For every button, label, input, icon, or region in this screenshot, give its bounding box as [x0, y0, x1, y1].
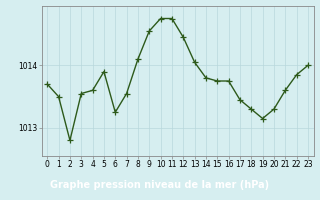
Text: Graphe pression niveau de la mer (hPa): Graphe pression niveau de la mer (hPa): [51, 180, 269, 190]
